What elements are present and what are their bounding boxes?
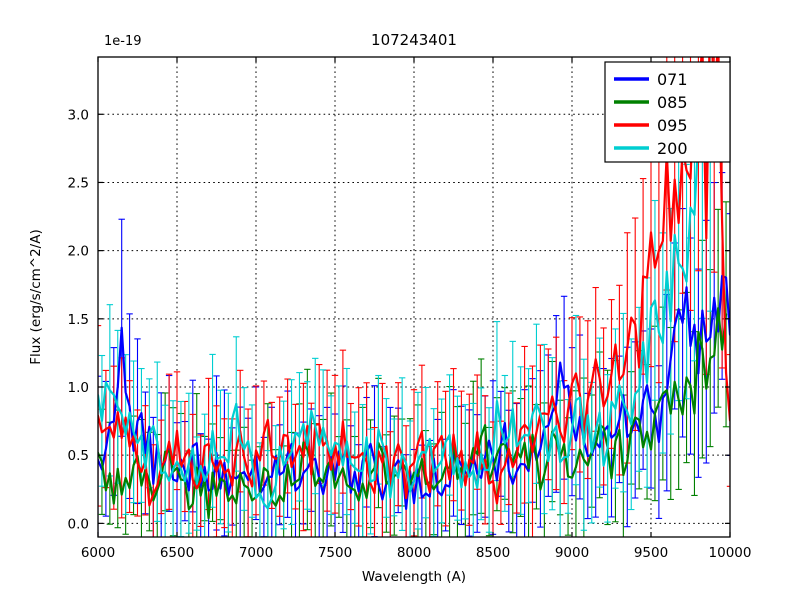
x-tick-label: 8000: [397, 545, 431, 561]
series-layer: [98, 57, 730, 520]
series-line-200: [98, 126, 712, 510]
y-axis-label: Flux (erg/s/cm^2/A): [28, 229, 44, 364]
legend-label-095: 095: [657, 116, 688, 135]
y-tick-label: 2.5: [68, 175, 89, 191]
x-tick-label: 8500: [476, 545, 510, 561]
y-tick-label: 2.0: [68, 244, 89, 260]
y-tick-label: 1.0: [68, 380, 89, 396]
series-line-095: [98, 57, 730, 507]
y-tick-label: 3.0: [68, 107, 89, 123]
y-axis-exponent-label: 1e-19: [104, 34, 142, 49]
x-tick-label: 7000: [239, 545, 273, 561]
legend-label-200: 200: [657, 139, 688, 158]
x-tick-label: 10000: [709, 545, 752, 561]
legend[interactable]: 071 085 095 200: [604, 61, 731, 163]
y-tick-label: 0.0: [68, 516, 89, 532]
y-tick-label: 0.5: [68, 448, 89, 464]
x-tick-label: 6000: [81, 545, 115, 561]
data-point-marker: [725, 0, 727, 2]
x-tick-label: 7500: [318, 545, 352, 561]
series-line-085: [98, 307, 728, 520]
plot-title: 107243401: [371, 31, 457, 49]
x-tick-label: 6500: [160, 545, 194, 561]
x-tick-label: 9500: [634, 545, 668, 561]
x-tick-label: 9000: [555, 545, 589, 561]
legend-label-071: 071: [657, 70, 688, 89]
y-tick-label: 1.5: [68, 312, 89, 328]
x-axis-label: Wavelength (A): [362, 569, 466, 585]
legend-label-085: 085: [657, 93, 688, 112]
